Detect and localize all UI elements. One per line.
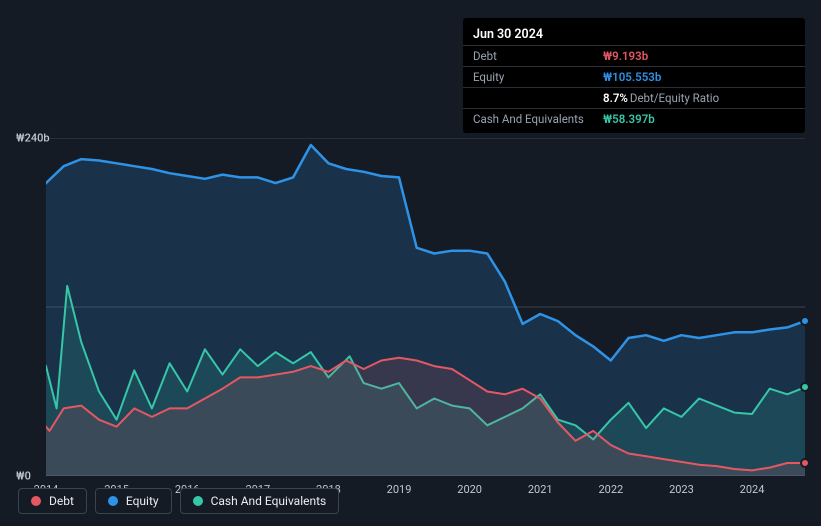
x-axis-label: 2022 [598, 483, 623, 496]
chart-area: ₩240b₩0201420152016201720182019202020212… [16, 120, 805, 476]
tooltip-row-label: Equity [473, 70, 603, 84]
tooltip-row-value: ₩9.193b [603, 49, 648, 63]
x-axis-label: 2024 [740, 483, 765, 496]
legend-item-cash[interactable]: Cash And Equivalents [180, 488, 340, 514]
tooltip-row: Equity₩105.553b [463, 66, 805, 87]
tooltip-date: Jun 30 2024 [463, 22, 805, 45]
tooltip-row-value: 8.7% [603, 91, 628, 105]
legend-item-equity[interactable]: Equity [95, 488, 172, 514]
legend-label: Equity [126, 494, 159, 508]
tooltip-row-value: ₩105.553b [603, 70, 661, 84]
legend-swatch [108, 496, 118, 506]
tooltip-row-extra: Debt/Equity Ratio [630, 91, 719, 105]
x-axis-label: 2019 [387, 483, 412, 496]
x-axis-label: 2023 [669, 483, 694, 496]
x-axis-label: 2020 [457, 483, 482, 496]
chart-plot[interactable] [46, 138, 805, 476]
y-axis-label: ₩240b [16, 132, 50, 145]
legend-label: Debt [49, 494, 74, 508]
legend-item-debt[interactable]: Debt [18, 488, 87, 514]
x-axis-label: 2021 [528, 483, 553, 496]
chart-container: Jun 30 2024 Debt₩9.193bEquity₩105.553b8.… [0, 0, 821, 526]
legend-swatch [193, 496, 203, 506]
legend-label: Cash And Equivalents [211, 494, 327, 508]
series-end-dot-equity [800, 316, 810, 326]
tooltip-row-label [473, 91, 603, 105]
legend: Debt Equity Cash And Equivalents [18, 488, 339, 514]
tooltip-panel: Jun 30 2024 Debt₩9.193bEquity₩105.553b8.… [463, 18, 805, 133]
series-end-dot-cash [800, 382, 810, 392]
y-axis-label: ₩0 [16, 470, 31, 483]
tooltip-row: Debt₩9.193b [463, 45, 805, 66]
tooltip-row-label: Debt [473, 49, 603, 63]
legend-swatch [31, 496, 41, 506]
chart-svg [46, 138, 805, 476]
series-end-dot-debt [800, 458, 810, 468]
tooltip-row: 8.7% Debt/Equity Ratio [463, 87, 805, 108]
